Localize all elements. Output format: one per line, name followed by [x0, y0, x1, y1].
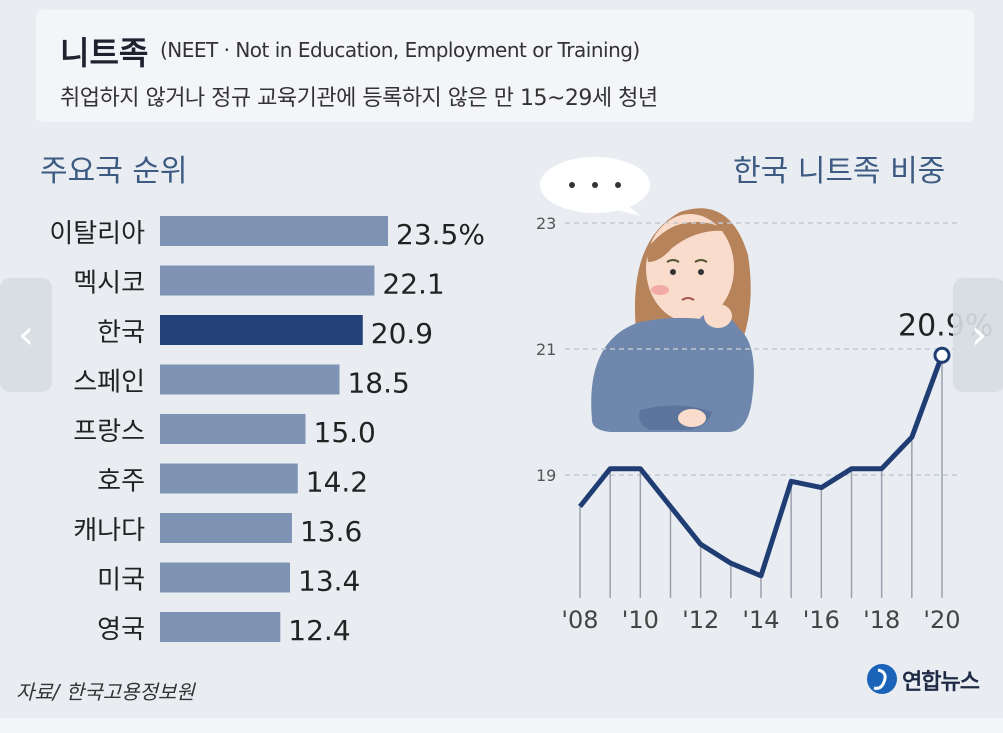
value-label: 14.2 [306, 466, 368, 499]
header-box [36, 10, 974, 122]
value-label: 20.9 [371, 317, 433, 350]
chevron-right-icon: › [971, 312, 987, 358]
value-label: 23.5% [396, 218, 485, 251]
ranking-title: 주요국 순위 [40, 154, 188, 189]
bar-1 [160, 265, 375, 296]
y-tick-label: 19 [536, 466, 556, 485]
page-subtitle: (NEET · Not in Education, Employment or … [160, 38, 640, 62]
category-label: 호주 [97, 467, 145, 497]
value-label: 13.4 [298, 565, 360, 598]
page-title: 니트족 [60, 34, 149, 72]
ranking-bar-chart: 이탈리아 23.5% 멕시코 22.1 한국 20.9 스페인 18.5 프랑스 15.0 호주 14… [49, 216, 485, 647]
series-line [578, 354, 945, 579]
x-tick-label: '18 [863, 606, 900, 634]
x-tick-label: '16 [803, 606, 840, 634]
x-tick-label: '08 [561, 606, 598, 634]
bar-5 [160, 463, 298, 494]
definition-text: 취업하지 않거나 정규 교육기관에 등록하지 않은 만 15~29세 청년 [60, 86, 658, 111]
value-label: 15.0 [314, 416, 376, 449]
value-label: 22.1 [382, 268, 444, 301]
source-credit: 자료/ 한국고용정보원 [16, 680, 195, 704]
bar-3 [160, 364, 340, 395]
bar-0 [160, 216, 388, 246]
x-tick-label: '14 [742, 606, 779, 634]
next-image-button[interactable]: › [953, 278, 1003, 392]
x-tick-label: '20 [923, 606, 960, 634]
value-label: 18.5 [347, 367, 409, 400]
chevron-left-icon: ‹ [18, 312, 34, 358]
logo-text: 연합뉴스 [902, 670, 980, 695]
value-label: 12.4 [288, 614, 350, 647]
category-label: 캐나다 [73, 516, 145, 546]
bar-4 [160, 414, 306, 444]
category-label: 한국 [97, 318, 145, 348]
prev-image-button[interactable]: ‹ [0, 278, 52, 392]
korea-trend-title: 한국 니트족 비중 [733, 154, 946, 189]
bottom-strip [0, 718, 1003, 733]
category-label: 멕시코 [73, 269, 145, 299]
bar-7 [160, 562, 291, 593]
speech-bubble [540, 157, 650, 216]
bar-2 [160, 315, 363, 345]
category-label: 프랑스 [73, 417, 145, 447]
category-label: 스페인 [73, 368, 145, 398]
last-point-marker [933, 346, 951, 364]
category-label: 영국 [97, 615, 145, 645]
category-label: 이탈리아 [49, 219, 145, 249]
bar-8 [160, 612, 281, 642]
bar-6 [160, 513, 292, 543]
y-tick-label: 23 [536, 214, 556, 233]
value-label: 13.6 [300, 515, 362, 548]
x-tick-label: '10 [622, 606, 659, 634]
yonhap-logo-icon [867, 664, 897, 694]
x-tick-label: '12 [682, 606, 719, 634]
worried-girl-illustration [591, 208, 754, 432]
category-label: 미국 [97, 566, 145, 596]
y-tick-label: 21 [536, 340, 556, 359]
